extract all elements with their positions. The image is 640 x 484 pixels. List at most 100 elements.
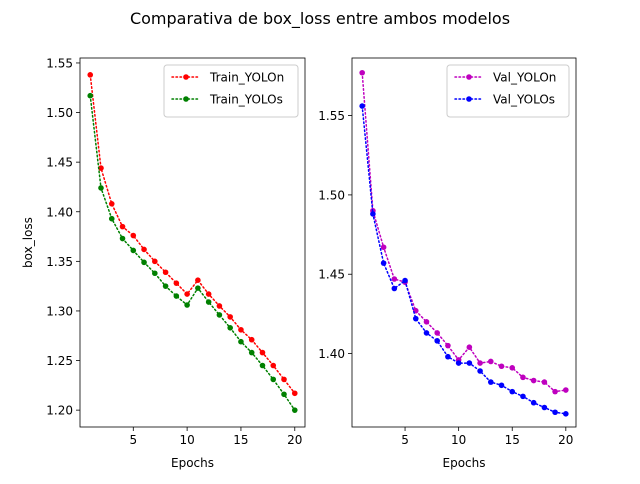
data-point xyxy=(445,353,451,360)
x-tick-label: 20 xyxy=(558,433,573,447)
data-point xyxy=(238,326,244,333)
x-axis-label: Epochs xyxy=(443,456,486,470)
data-point xyxy=(87,92,94,99)
series-val-yolon xyxy=(359,69,569,395)
data-point xyxy=(541,404,548,411)
data-point xyxy=(291,407,298,413)
y-tick-label: 1.25 xyxy=(46,354,73,368)
data-point xyxy=(108,215,115,222)
data-point xyxy=(359,69,365,76)
y-tick-label: 1.20 xyxy=(46,404,73,418)
axes-frame xyxy=(351,57,577,428)
data-point xyxy=(434,330,441,336)
data-point xyxy=(87,72,94,78)
data-point xyxy=(195,285,201,291)
x-tick-label: 5 xyxy=(401,433,409,447)
data-point xyxy=(498,363,505,370)
data-point xyxy=(270,376,277,383)
data-point xyxy=(291,390,298,397)
y-tick-label: 1.30 xyxy=(46,304,73,318)
data-point xyxy=(162,283,169,289)
data-point xyxy=(391,285,398,292)
data-point xyxy=(412,315,419,322)
y-tick-label: 1.40 xyxy=(318,347,345,361)
data-point xyxy=(98,185,104,191)
data-point xyxy=(477,360,483,366)
data-point xyxy=(509,365,516,371)
data-point xyxy=(173,280,180,286)
data-point xyxy=(195,277,201,283)
data-point xyxy=(119,223,126,230)
legend-label: Train_YOLOs xyxy=(209,93,283,107)
legend-box xyxy=(163,64,299,118)
legend-marker xyxy=(466,74,472,80)
y-tick-label: 1.35 xyxy=(46,255,73,269)
x-tick-label: 15 xyxy=(505,433,520,447)
legend: Val_YOLOn Val_YOLOs xyxy=(446,64,570,118)
data-point xyxy=(563,411,569,417)
data-point xyxy=(498,382,505,389)
data-point xyxy=(98,165,104,171)
data-point xyxy=(152,258,158,265)
legend-item: Train_YOLOs xyxy=(171,93,283,107)
data-point xyxy=(391,276,398,282)
data-point xyxy=(281,391,287,398)
series-val-yolos xyxy=(359,103,569,417)
data-point xyxy=(227,314,233,320)
data-point xyxy=(380,260,387,266)
data-point xyxy=(259,362,266,369)
data-point xyxy=(466,344,473,351)
data-point xyxy=(520,374,526,381)
data-point xyxy=(141,246,147,253)
data-point xyxy=(248,349,255,356)
legend-label: Train_YOLOn xyxy=(209,71,284,85)
data-point xyxy=(455,360,462,366)
data-point xyxy=(281,376,287,383)
data-point xyxy=(423,330,430,336)
series-train-yolon xyxy=(87,72,298,397)
legend-item: Val_YOLOs xyxy=(454,93,555,107)
data-point xyxy=(509,388,516,395)
data-point xyxy=(541,379,548,385)
data-point xyxy=(216,312,223,318)
data-point xyxy=(466,360,473,366)
data-point xyxy=(141,259,147,266)
data-point xyxy=(152,270,158,277)
train-loss-panel: 5 10 15 20 1.20 1.25 1.30 1.35 1.40 1.45 1.50 1.55 E… xyxy=(21,56,306,470)
data-point xyxy=(434,338,441,344)
legend-label: Val_YOLOn xyxy=(493,71,556,85)
x-axis-label: Epochs xyxy=(171,456,214,470)
data-point xyxy=(380,244,387,251)
series-train-yolos xyxy=(87,92,298,413)
legend-item: Val_YOLOn xyxy=(454,71,556,85)
data-point xyxy=(173,293,180,299)
legend-marker xyxy=(183,74,189,80)
data-point xyxy=(359,103,365,109)
data-point xyxy=(184,291,190,297)
y-tick-label: 1.40 xyxy=(46,205,73,219)
legend-item: Train_YOLOn xyxy=(171,71,284,85)
axes-frame xyxy=(79,57,306,428)
data-point xyxy=(238,338,244,345)
data-point xyxy=(530,377,537,384)
x-tick-label: 10 xyxy=(451,433,466,447)
y-tick-label: 1.50 xyxy=(318,188,345,202)
data-point xyxy=(520,393,526,400)
x-tick-label: 15 xyxy=(233,433,248,447)
data-point xyxy=(130,232,137,239)
y-tick-label: 1.55 xyxy=(46,56,73,70)
legend: Train_YOLOn Train_YOLOs xyxy=(163,64,299,118)
data-point xyxy=(184,302,190,308)
data-point xyxy=(270,362,277,369)
legend-label: Val_YOLOs xyxy=(493,93,555,107)
data-point xyxy=(227,325,233,331)
x-tick-label: 5 xyxy=(129,433,137,447)
data-point xyxy=(205,291,212,297)
data-point xyxy=(259,349,266,356)
data-point xyxy=(402,277,408,284)
data-point xyxy=(130,247,137,254)
y-tick-label: 1.45 xyxy=(318,268,345,282)
val-loss-panel: 5 10 15 201.401.451.501.55EpochsVal_YOLOnVa… xyxy=(318,57,577,470)
